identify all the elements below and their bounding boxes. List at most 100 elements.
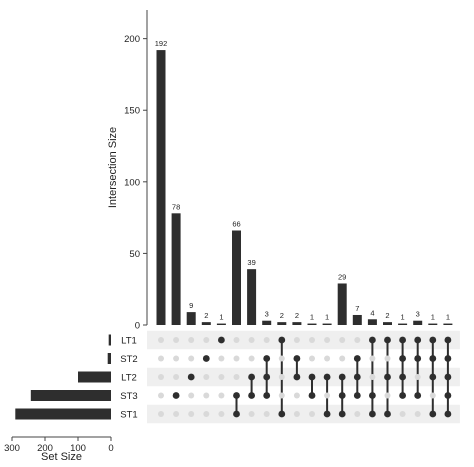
intersection-bar [186,312,196,325]
matrix-stripe [147,404,460,424]
matrix-dot-active [429,336,437,344]
matrix-dot-inactive [173,355,180,362]
matrix-dot-active [338,373,346,381]
matrix-dot-active [414,355,422,362]
intersection-bar-value: 2 [385,311,389,320]
intersection-bar [413,320,423,325]
matrix-dot-active [323,373,331,381]
matrix-dot-active [218,336,225,344]
matrix-dot-inactive [278,392,285,399]
matrix-dot-active [444,373,452,381]
matrix-dot-active [248,373,256,381]
intersection-bar-labels: 192 78 9 2 1 66 39 3 2 2 1 1 29 7 4 2 1 3 1 1 [155,39,450,321]
intersection-axis-tick-label: 50 [129,249,140,260]
matrix-dot-inactive [354,411,361,417]
matrix-dot-inactive [293,411,300,417]
matrix-dot-inactive [203,337,210,343]
intersection-bar-value: 7 [355,304,359,313]
matrix-dot-inactive [158,355,164,362]
matrix-dot-active [444,336,452,344]
matrix-dot-active [353,373,361,381]
intersection-bar-value: 29 [338,272,346,281]
matrix-dot-active [278,410,286,418]
matrix-dot-inactive [248,355,255,362]
intersection-axis-tick-label: 150 [124,106,140,117]
matrix-dot-active [278,336,286,344]
matrix-dot-inactive [293,337,300,343]
set-size-bar [78,371,111,383]
intersection-bar-value: 2 [295,311,299,320]
intersection-bar [232,230,241,325]
intersection-axis-tick-label: 200 [124,34,140,45]
matrix-dot-active [233,392,240,399]
intersection-bar-value: 78 [172,202,180,211]
matrix-dot-inactive [158,374,164,380]
matrix-dot-inactive [158,337,164,343]
matrix-dot-inactive [278,355,285,362]
matrix-dot-inactive [248,337,255,343]
intersection-bar [337,283,347,325]
matrix-dot-active [263,355,271,362]
matrix-dot-inactive [218,392,225,399]
set-label: ST2 [120,354,137,365]
matrix-dot-inactive [309,411,315,417]
matrix-dot-active [338,410,346,418]
matrix-dot-inactive [188,411,195,417]
matrix-dot-active [384,410,391,418]
intersection-bar [383,322,392,325]
intersection-size-axis: 0 50 100 150 200 [124,10,148,332]
set-size-bar [15,408,111,420]
matrix-dot-inactive [233,337,240,343]
intersection-bar-value: 2 [280,311,284,320]
matrix-dot-inactive [414,411,421,417]
matrix-dot-active [399,336,406,344]
set-size-axis: 300 200 100 0 [4,436,114,454]
matrix-dot-active [293,355,301,362]
set-size-bar [108,334,111,346]
matrix-dot-inactive [218,355,225,362]
matrix-dot-active [323,410,331,418]
matrix-dot-active [369,410,376,418]
matrix-dot-active [308,373,316,381]
set-label: ST3 [120,391,137,402]
matrix-dot-active [263,373,271,381]
intersection-bar [201,322,211,325]
intersection-axis-tick-label: 0 [135,321,140,332]
matrix-dot-inactive [173,337,180,343]
matrix-dot-inactive [158,392,164,399]
set-size-axis-tick-label: 100 [70,443,86,454]
intersection-bar-value: 3 [416,310,420,319]
matrix-dot-inactive [248,411,255,417]
matrix-dot-inactive [218,411,225,417]
intersection-bar-value: 192 [155,39,168,48]
intersection-bar [277,322,287,325]
intersection-bar [367,319,377,325]
intersection-bar [428,323,438,325]
matrix-dot-inactive [233,374,240,380]
matrix-dot-active [429,355,437,362]
intersection-bar [292,322,302,325]
matrix-dot-inactive [263,411,270,417]
matrix-dot-active [399,373,406,381]
set-size-axis-tick-label: 200 [37,443,53,454]
matrix-dot-inactive [188,392,195,399]
matrix-dot-active [369,336,376,344]
matrix-dot-active [187,373,195,381]
intersection-bar-value: 66 [232,220,240,229]
matrix-dot-active [414,336,422,344]
intersection-bar-value: 1 [325,313,329,322]
matrix-dot-active [202,355,210,362]
intersection-bar [171,213,181,325]
matrix-dot-active [444,410,452,418]
intersection-bar-value: 4 [370,308,374,317]
matrix-dot-inactive [233,355,240,362]
matrix-dot-inactive [384,392,391,399]
matrix-dot-inactive [324,392,331,399]
matrix-dot-inactive [293,392,300,399]
matrix-dot-inactive [369,374,376,380]
set-label: LT1 [121,336,137,347]
matrix-dot-active [384,373,391,381]
intersection-bar-value: 9 [189,301,193,310]
matrix-stripes [147,330,460,424]
